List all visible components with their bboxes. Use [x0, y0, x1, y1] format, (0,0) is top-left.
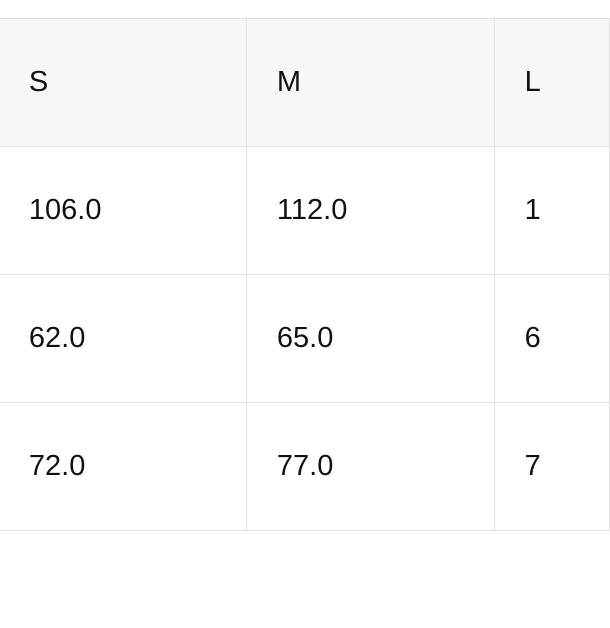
cell-value: 77.0	[246, 403, 494, 531]
table-header-row: S M L	[0, 19, 610, 147]
cell-value: 112.0	[246, 147, 494, 275]
table-row: 62.0 65.0 6	[0, 275, 610, 403]
cell-value: 65.0	[246, 275, 494, 403]
cell-value: 62.0	[0, 275, 246, 403]
size-table-container: S M L 106.0 112.0 1 62.0 65.0 6 72.0 77.…	[0, 18, 610, 531]
cell-value: 72.0	[0, 403, 246, 531]
cell-value: 106.0	[0, 147, 246, 275]
cell-value: 6	[494, 275, 609, 403]
column-header-s: S	[0, 19, 246, 147]
cell-value: 7	[494, 403, 609, 531]
cell-value: 1	[494, 147, 609, 275]
size-table: S M L 106.0 112.0 1 62.0 65.0 6 72.0 77.…	[0, 18, 610, 531]
table-row: 106.0 112.0 1	[0, 147, 610, 275]
column-header-l: L	[494, 19, 609, 147]
column-header-m: M	[246, 19, 494, 147]
table-row: 72.0 77.0 7	[0, 403, 610, 531]
